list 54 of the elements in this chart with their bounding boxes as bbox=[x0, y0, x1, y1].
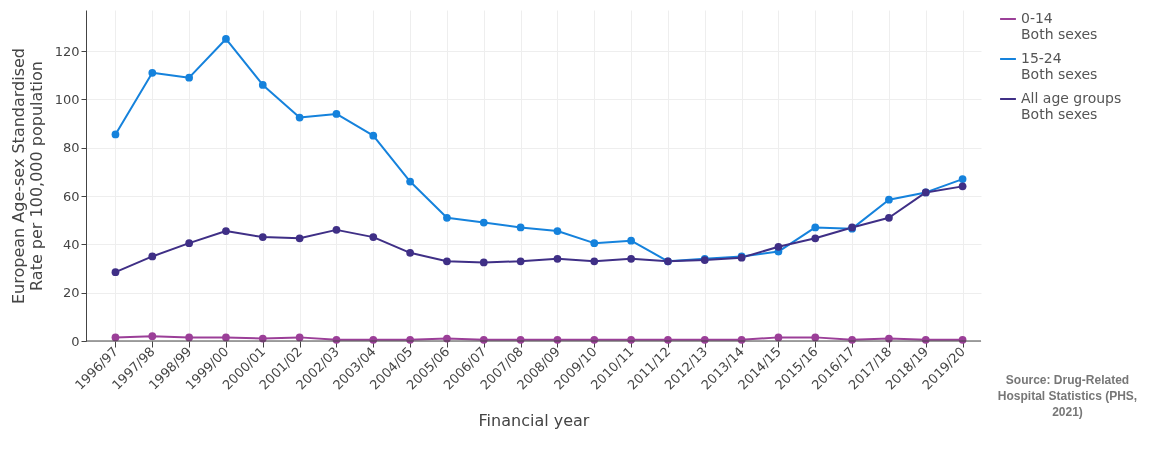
point bbox=[222, 333, 230, 342]
y-axis-title: European Age-sex Standardised Rate per 100,000 population bbox=[8, 47, 46, 305]
point bbox=[406, 177, 414, 186]
point bbox=[185, 333, 193, 342]
source-note: Source: Drug-Related Hospital Statistics (PHS, 2021) bbox=[996, 372, 1139, 420]
point bbox=[516, 223, 525, 232]
point bbox=[222, 35, 230, 43]
point bbox=[627, 254, 635, 263]
point bbox=[111, 130, 120, 139]
point bbox=[811, 333, 820, 342]
point bbox=[406, 248, 414, 257]
point bbox=[885, 195, 893, 204]
point bbox=[185, 73, 193, 82]
point bbox=[590, 257, 599, 266]
point bbox=[885, 213, 893, 222]
y-tick-label: 40 bbox=[62, 236, 80, 252]
y-tick-label: 0 bbox=[71, 333, 80, 349]
point bbox=[627, 236, 635, 245]
y-tick-label: 80 bbox=[62, 140, 80, 156]
point bbox=[332, 110, 341, 118]
point bbox=[958, 182, 967, 191]
point bbox=[111, 268, 120, 277]
point bbox=[295, 113, 304, 122]
point bbox=[148, 332, 157, 341]
point bbox=[185, 239, 193, 248]
y-tick-label: 120 bbox=[54, 43, 80, 59]
legend-label: All age groups Both sexes bbox=[1021, 90, 1122, 122]
point bbox=[369, 131, 378, 140]
point bbox=[332, 226, 341, 234]
point bbox=[443, 213, 451, 222]
point bbox=[369, 233, 378, 241]
point bbox=[479, 258, 488, 267]
point bbox=[443, 257, 451, 266]
y-tick-label: 20 bbox=[62, 285, 80, 301]
point bbox=[774, 242, 783, 251]
point bbox=[148, 252, 157, 261]
point bbox=[811, 223, 820, 232]
point bbox=[811, 234, 820, 243]
y-tick-label: 100 bbox=[54, 91, 80, 107]
point bbox=[258, 233, 267, 241]
point bbox=[295, 234, 304, 243]
point bbox=[148, 68, 157, 77]
point bbox=[958, 175, 967, 183]
point bbox=[590, 239, 599, 248]
legend-label: 15-24 Both sexes bbox=[1021, 50, 1098, 82]
x-axis-title: Financial year bbox=[478, 410, 590, 430]
point bbox=[553, 254, 562, 263]
point bbox=[479, 218, 488, 227]
point bbox=[258, 81, 267, 89]
legend-label: 0-14 Both sexes bbox=[1021, 10, 1098, 42]
y-tick-label: 60 bbox=[62, 188, 80, 204]
point bbox=[222, 227, 230, 235]
point bbox=[516, 257, 525, 266]
point bbox=[553, 227, 562, 235]
